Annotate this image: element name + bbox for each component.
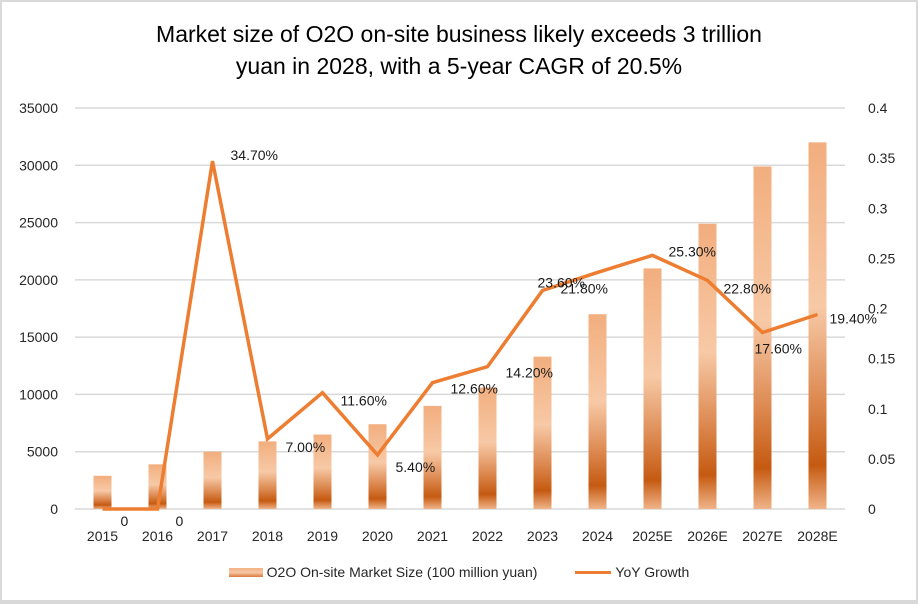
right-tick-label: 0	[868, 501, 876, 517]
left-tick-label: 0	[50, 501, 58, 517]
bar	[313, 434, 332, 509]
right-axis: 0 0.05 0.1 0.15 0.2 0.25 0.3 0.35 0.4	[868, 100, 895, 517]
right-tick-label: 0.05	[868, 451, 895, 467]
x-tick-label: 2022	[472, 528, 503, 544]
x-tick-label: 2015	[87, 528, 118, 544]
x-tick-label: 2028E	[797, 528, 837, 544]
bar	[808, 142, 827, 509]
data-label: 0	[176, 513, 184, 529]
bar	[93, 475, 112, 509]
x-tick-label: 2024	[582, 528, 613, 544]
data-label: 17.60%	[755, 341, 802, 357]
data-label: 0	[121, 513, 129, 529]
data-label: 7.00%	[286, 439, 326, 455]
legend-line-swatch	[575, 570, 612, 574]
data-labels: 0 0 34.70% 7.00% 11.60% 5.40% 12.60% 14.20% 21.8…	[121, 147, 877, 529]
chart-title-line-1: Market size of O2O on-site business like…	[156, 21, 762, 47]
yoy-growth-line	[102, 160, 819, 511]
legend-item-market-size[interactable]: O2O On-site Market Size (100 million yua…	[228, 564, 538, 580]
x-tick-label: 2021	[417, 528, 448, 544]
gridlines	[75, 107, 845, 510]
left-tick-label: 20000	[19, 272, 58, 288]
right-tick-label: 0.25	[868, 250, 895, 266]
legend-label-yoy-growth: YoY Growth	[615, 564, 690, 580]
right-tick-label: 0.15	[868, 351, 895, 367]
data-label: 12.60%	[451, 381, 498, 397]
chart-title: Market size of O2O on-site business like…	[0, 18, 918, 82]
bar	[203, 451, 222, 509]
bar	[368, 424, 387, 509]
x-tick-label: 2026E	[687, 528, 727, 544]
right-tick-label: 0.4	[868, 100, 888, 116]
right-tick-label: 0.1	[868, 401, 888, 417]
chart-title-line-2: yuan in 2028, with a 5-year CAGR of 20.5…	[235, 53, 683, 79]
x-tick-label: 2027E	[742, 528, 782, 544]
bar-series	[93, 142, 827, 509]
data-label: 34.70%	[231, 147, 278, 163]
bar	[423, 405, 442, 509]
left-tick-label: 25000	[19, 215, 58, 231]
right-tick-label: 0.35	[868, 150, 895, 166]
legend-label-market-size: O2O On-site Market Size (100 million yua…	[266, 564, 538, 580]
line-series	[102, 160, 819, 511]
x-tick-label: 2017	[197, 528, 228, 544]
data-label: 14.20%	[506, 365, 553, 381]
legend-item-yoy-growth[interactable]: YoY Growth	[575, 564, 689, 580]
x-axis: 2015 2016 2017 2018 2019 2020 2021 2022 2023 2024…	[87, 528, 838, 544]
data-label: 5.40%	[396, 459, 436, 475]
bar	[698, 223, 717, 509]
data-label: 19.40%	[830, 311, 877, 327]
bar	[258, 441, 277, 509]
left-tick-label: 10000	[19, 386, 58, 402]
bar	[533, 356, 552, 509]
bar	[643, 268, 662, 509]
left-tick-label: 35000	[19, 100, 58, 116]
bar	[478, 387, 497, 509]
data-label: 21.80%	[561, 280, 608, 296]
right-tick-label: 0.2	[868, 301, 888, 317]
bar	[753, 166, 772, 509]
x-tick-label: 2019	[307, 528, 338, 544]
right-tick-label: 0.3	[868, 200, 888, 216]
left-axis: 0 5000 10000 15000 20000 25000 30000 35000	[19, 100, 58, 517]
left-tick-label: 15000	[19, 329, 58, 345]
legend: O2O On-site Market Size (100 million yua…	[0, 564, 918, 580]
data-label: 22.80%	[724, 280, 771, 296]
x-tick-label: 2018	[252, 528, 283, 544]
bar	[588, 314, 607, 509]
data-label: 23.60%	[538, 274, 585, 290]
left-tick-label: 5000	[27, 444, 58, 460]
left-tick-label: 30000	[19, 157, 58, 173]
x-tick-label: 2016	[142, 528, 173, 544]
legend-bar-swatch	[228, 567, 263, 577]
x-tick-label: 2023	[527, 528, 558, 544]
x-tick-label: 2020	[362, 528, 393, 544]
data-label: 25.30%	[669, 243, 716, 259]
data-label: 11.60%	[341, 393, 387, 409]
x-tick-label: 2025E	[632, 528, 672, 544]
